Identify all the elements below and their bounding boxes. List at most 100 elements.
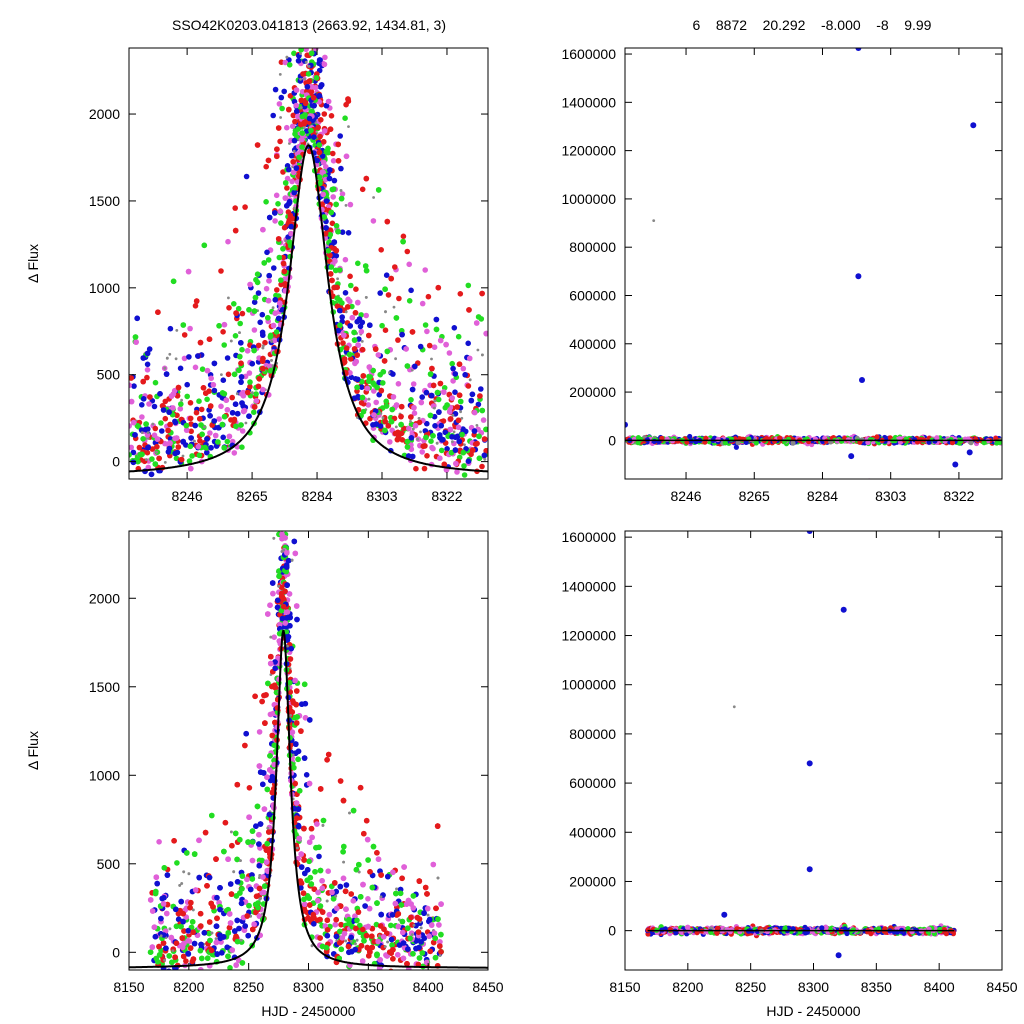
data-point: [278, 220, 284, 226]
data-point: [865, 439, 871, 446]
data-point: [372, 346, 379, 352]
data-point: [335, 228, 341, 235]
data-point: [411, 410, 418, 417]
data-point: [970, 122, 977, 129]
data-point: [139, 402, 145, 408]
data-point: [481, 353, 484, 357]
data-point: [367, 322, 373, 329]
data-point: [278, 281, 284, 288]
data-point: [199, 366, 206, 373]
data-point: [454, 404, 461, 410]
data-point: [225, 371, 232, 378]
data-point: [305, 71, 312, 77]
data-point: [321, 61, 328, 68]
data-point: [399, 331, 405, 338]
data-point: [216, 416, 222, 422]
data-point: [408, 435, 415, 441]
data-point: [192, 364, 199, 371]
data-point: [321, 214, 327, 220]
data-point: [392, 430, 399, 437]
data-point: [197, 438, 203, 444]
data-point: [279, 116, 282, 119]
data-point: [278, 495, 284, 501]
data-point: [405, 453, 412, 459]
data-point: [416, 437, 419, 441]
data-point: [251, 308, 258, 314]
data-point: [373, 921, 380, 928]
data-point: [465, 458, 472, 465]
data-point: [733, 444, 740, 450]
data-point: [323, 164, 329, 170]
data-point: [382, 286, 388, 293]
data-point: [430, 357, 433, 361]
data-point: [220, 434, 226, 441]
data-point: [433, 316, 440, 323]
data-point: [436, 409, 442, 415]
data-point: [249, 360, 255, 367]
data-point: [433, 399, 437, 403]
data-point: [290, 112, 297, 119]
data-point: [257, 319, 264, 326]
data-point: [246, 413, 252, 420]
data-point: [398, 413, 404, 420]
data-point: [303, 5, 309, 11]
data-point: [298, 4, 304, 10]
plot-frame: [128, 47, 489, 480]
data-point: [316, 92, 323, 99]
data-point: [189, 453, 195, 459]
data-point: [394, 436, 401, 443]
data-point: [468, 397, 475, 404]
data-point: [342, 115, 348, 121]
data-point: [303, 42, 309, 48]
data-point: [221, 321, 228, 328]
data-point: [187, 400, 194, 406]
data-point: [229, 410, 236, 416]
x-tick-label: 8246: [670, 488, 701, 504]
data-point: [412, 363, 418, 370]
data-point: [208, 445, 214, 451]
data-point: [278, 73, 282, 76]
data-point: [281, 524, 287, 530]
model-curve: [129, 144, 488, 473]
data-point: [635, 435, 642, 441]
data-point: [130, 419, 137, 426]
data-point: [174, 357, 178, 361]
data-point: [231, 416, 238, 423]
data-point: [359, 319, 366, 326]
data-point: [216, 323, 222, 329]
data-point: [408, 414, 414, 420]
data-point: [360, 408, 367, 415]
data-point: [311, 38, 317, 44]
data-point: [279, 105, 285, 112]
data-point: [479, 290, 485, 297]
data-point: [419, 449, 426, 455]
data-point: [859, 377, 865, 383]
data-point: [475, 401, 482, 408]
data-point: [168, 393, 175, 399]
data-point: [272, 297, 279, 303]
data-point: [272, 501, 278, 507]
data-point: [265, 157, 272, 164]
data-point: [262, 339, 268, 346]
data-point: [395, 337, 401, 343]
data-point: [355, 260, 361, 267]
data-point: [288, 223, 295, 230]
points-bottom-left: [129, 495, 488, 970]
data-point: [140, 378, 146, 385]
data-point: [265, 297, 272, 304]
data-point: [366, 378, 372, 385]
data-point: [246, 307, 252, 313]
data-point: [302, 37, 308, 43]
data-point: [325, 868, 332, 874]
data-point: [785, 436, 792, 442]
data-point: [178, 456, 185, 463]
data-point: [346, 351, 353, 358]
data-point: [129, 375, 134, 381]
data-point: [353, 286, 359, 293]
data-point: [347, 323, 354, 329]
data-point: [404, 438, 411, 445]
data-point: [310, 7, 316, 13]
data-point: [364, 296, 368, 299]
